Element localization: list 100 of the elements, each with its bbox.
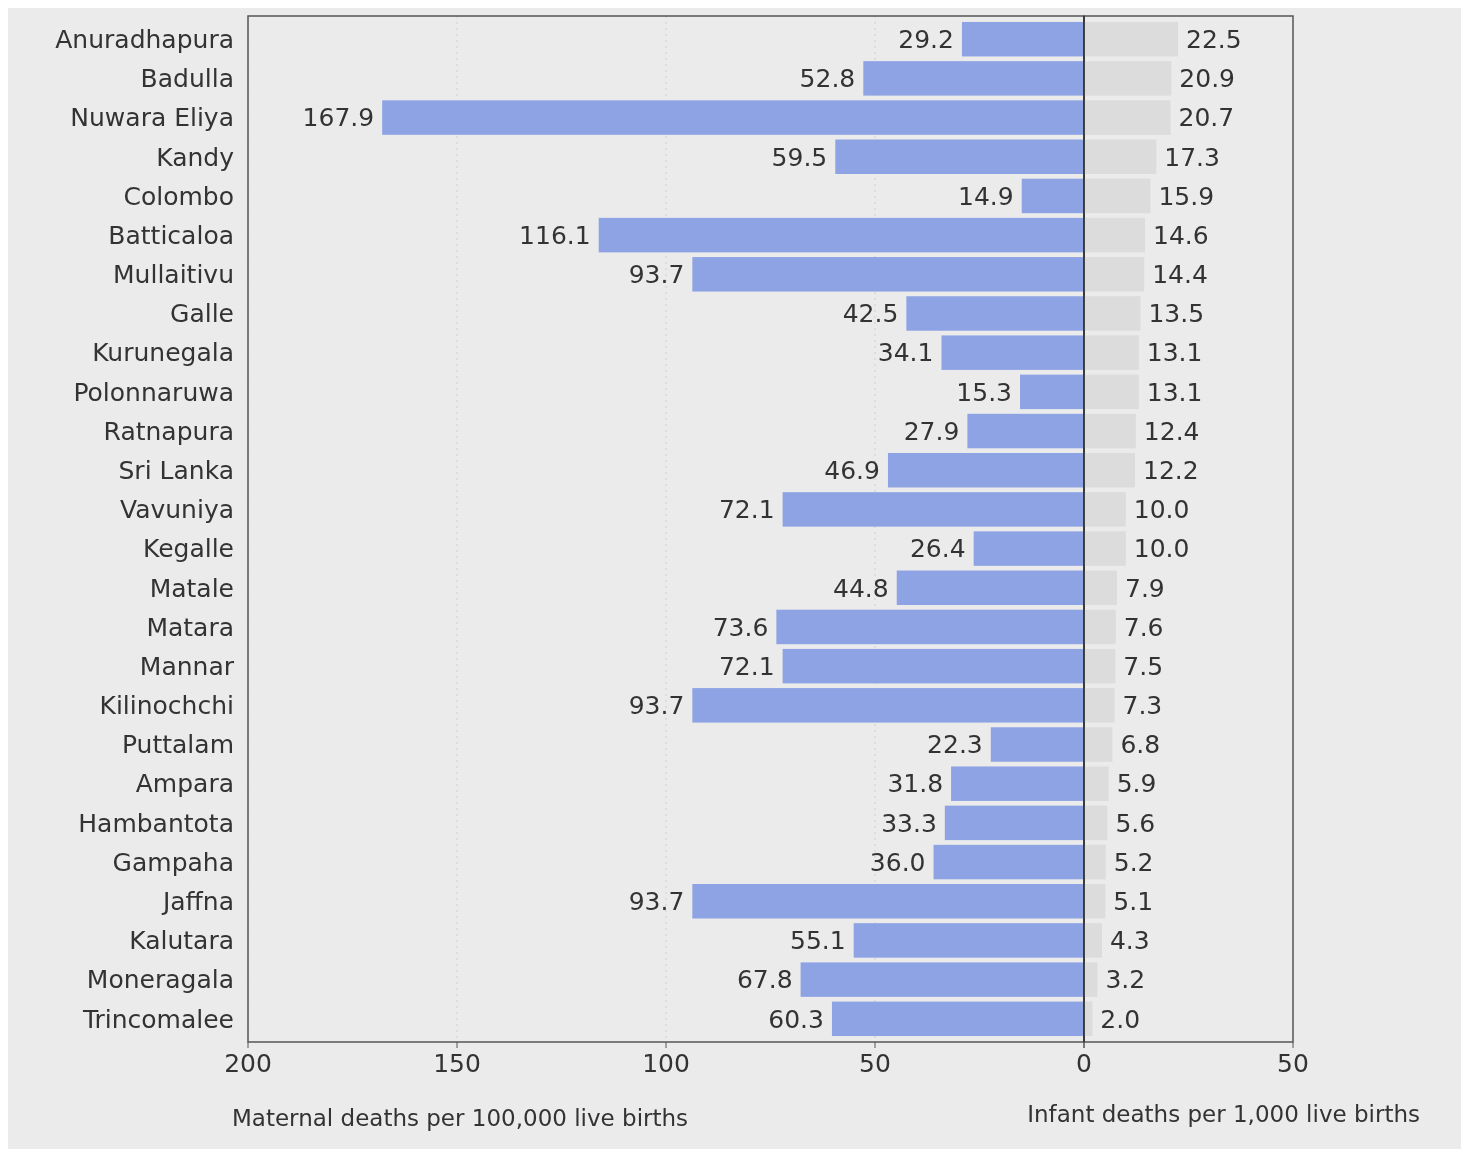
data-label: 14.4 xyxy=(1152,260,1208,290)
data-label: 5.1 xyxy=(1113,887,1154,916)
y-tick-label: Sri Lanka xyxy=(118,455,234,485)
y-tick-label: Nuwara Eliya xyxy=(70,103,234,133)
bar xyxy=(1084,492,1126,527)
x-tick-label: 100 xyxy=(642,1049,690,1078)
data-label: 72.1 xyxy=(718,651,775,681)
data-label: 7.6 xyxy=(1123,612,1164,642)
data-label: 27.9 xyxy=(903,416,960,446)
bar xyxy=(1084,727,1113,762)
data-label: 15.9 xyxy=(1158,181,1215,211)
bar xyxy=(1084,766,1109,801)
y-tick-label: Batticaloa xyxy=(108,220,234,250)
bar xyxy=(1084,844,1106,880)
x-tick-label: 0 xyxy=(1076,1049,1092,1078)
data-label: 17.3 xyxy=(1164,142,1220,172)
y-tick-label: Gampaha xyxy=(112,847,234,877)
data-label: 67.8 xyxy=(736,965,793,995)
bar xyxy=(1084,139,1157,174)
data-label: 44.8 xyxy=(833,573,889,603)
data-label: 13.5 xyxy=(1148,299,1205,329)
data-label: 12.4 xyxy=(1143,416,1200,446)
data-label: 5.2 xyxy=(1113,847,1154,877)
data-label: 26.4 xyxy=(909,534,966,564)
y-tick-label: Moneragala xyxy=(86,965,234,995)
y-tick-label: Puttalam xyxy=(121,730,234,760)
y-tick-label: Hambantota xyxy=(78,808,234,838)
data-label: 93.7 xyxy=(628,260,685,290)
y-tick-label: Trincomalee xyxy=(81,1004,234,1034)
bar xyxy=(1084,884,1106,919)
y-tick-label: Matale xyxy=(149,573,234,603)
y-tick-label: Kurunegala xyxy=(92,338,234,368)
data-label: 42.5 xyxy=(842,299,899,329)
y-tick-label: Kalutara xyxy=(129,926,234,956)
bar xyxy=(1084,688,1115,723)
bar xyxy=(1084,923,1102,958)
data-label: 93.7 xyxy=(628,691,685,721)
data-label: 72.1 xyxy=(718,495,775,525)
data-label: 10.0 xyxy=(1133,495,1190,525)
bar xyxy=(1084,570,1118,606)
bar xyxy=(1084,609,1116,645)
data-label: 5.6 xyxy=(1115,808,1156,838)
data-label: 10.0 xyxy=(1133,534,1190,564)
bar xyxy=(1084,805,1108,841)
data-label: 167.9 xyxy=(302,103,375,133)
data-label: 36.0 xyxy=(869,847,926,877)
x-axis-title: Infant deaths per 1,000 live births xyxy=(1027,1101,1420,1127)
data-label: 4.3 xyxy=(1109,926,1150,956)
bar xyxy=(1084,257,1145,292)
bar xyxy=(1084,452,1135,488)
y-tick-label: Anuradhapura xyxy=(55,24,234,54)
y-tick-label: Kandy xyxy=(156,142,235,172)
data-label: 7.3 xyxy=(1122,691,1163,721)
data-label: 55.1 xyxy=(790,926,846,956)
bar xyxy=(1084,217,1146,253)
y-tick-label: Mannar xyxy=(139,651,235,681)
y-tick-label: Ratnapura xyxy=(103,416,234,446)
y-tick-label: Jaffna xyxy=(160,887,234,916)
data-label: 31.8 xyxy=(887,769,944,799)
y-tick-label: Mullaitivu xyxy=(113,260,234,290)
y-tick-label: Ampara xyxy=(135,769,234,799)
y-tick-label: Badulla xyxy=(140,64,234,94)
data-label: 20.7 xyxy=(1178,103,1235,133)
data-label: 93.7 xyxy=(628,887,685,916)
y-tick-label: Matara xyxy=(146,612,234,642)
y-tick-label: Galle xyxy=(170,299,234,329)
data-label: 7.9 xyxy=(1125,573,1165,603)
x-axis-title: Maternal deaths per 100,000 live births xyxy=(232,1105,689,1131)
data-label: 22.5 xyxy=(1186,24,1242,54)
data-label: 14.6 xyxy=(1153,220,1209,250)
bar xyxy=(1084,962,1098,997)
data-label: 7.5 xyxy=(1123,651,1164,681)
bar xyxy=(1084,296,1141,331)
x-tick-label: 50 xyxy=(1277,1049,1309,1078)
data-label: 13.1 xyxy=(1146,338,1203,368)
data-label: 46.9 xyxy=(824,455,880,485)
data-label: 6.8 xyxy=(1120,730,1161,760)
data-label: 34.1 xyxy=(877,338,934,368)
data-label: 29.2 xyxy=(898,24,954,54)
y-tick-label: Colombo xyxy=(123,181,234,211)
data-label: 15.3 xyxy=(956,377,1013,407)
data-label: 14.9 xyxy=(958,181,1014,211)
data-label: 5.9 xyxy=(1116,769,1157,799)
x-tick-label: 150 xyxy=(433,1049,481,1078)
data-label: 59.5 xyxy=(771,142,828,172)
bar xyxy=(1084,100,1171,135)
data-label: 116.1 xyxy=(519,220,591,250)
data-label: 13.1 xyxy=(1146,377,1203,407)
x-tick-label: 50 xyxy=(859,1049,891,1078)
data-label: 73.6 xyxy=(712,612,769,642)
y-tick-label: Kilinochchi xyxy=(99,691,234,721)
data-label: 52.8 xyxy=(799,64,856,94)
y-tick-label: Polonnaruwa xyxy=(73,377,234,407)
bar xyxy=(1084,648,1116,684)
data-label: 33.3 xyxy=(881,808,937,838)
data-label: 3.2 xyxy=(1105,965,1146,995)
data-label: 60.3 xyxy=(768,1004,824,1034)
data-label: 2.0 xyxy=(1100,1004,1141,1034)
y-tick-label: Kegalle xyxy=(143,534,234,564)
data-label: 12.2 xyxy=(1143,455,1199,485)
